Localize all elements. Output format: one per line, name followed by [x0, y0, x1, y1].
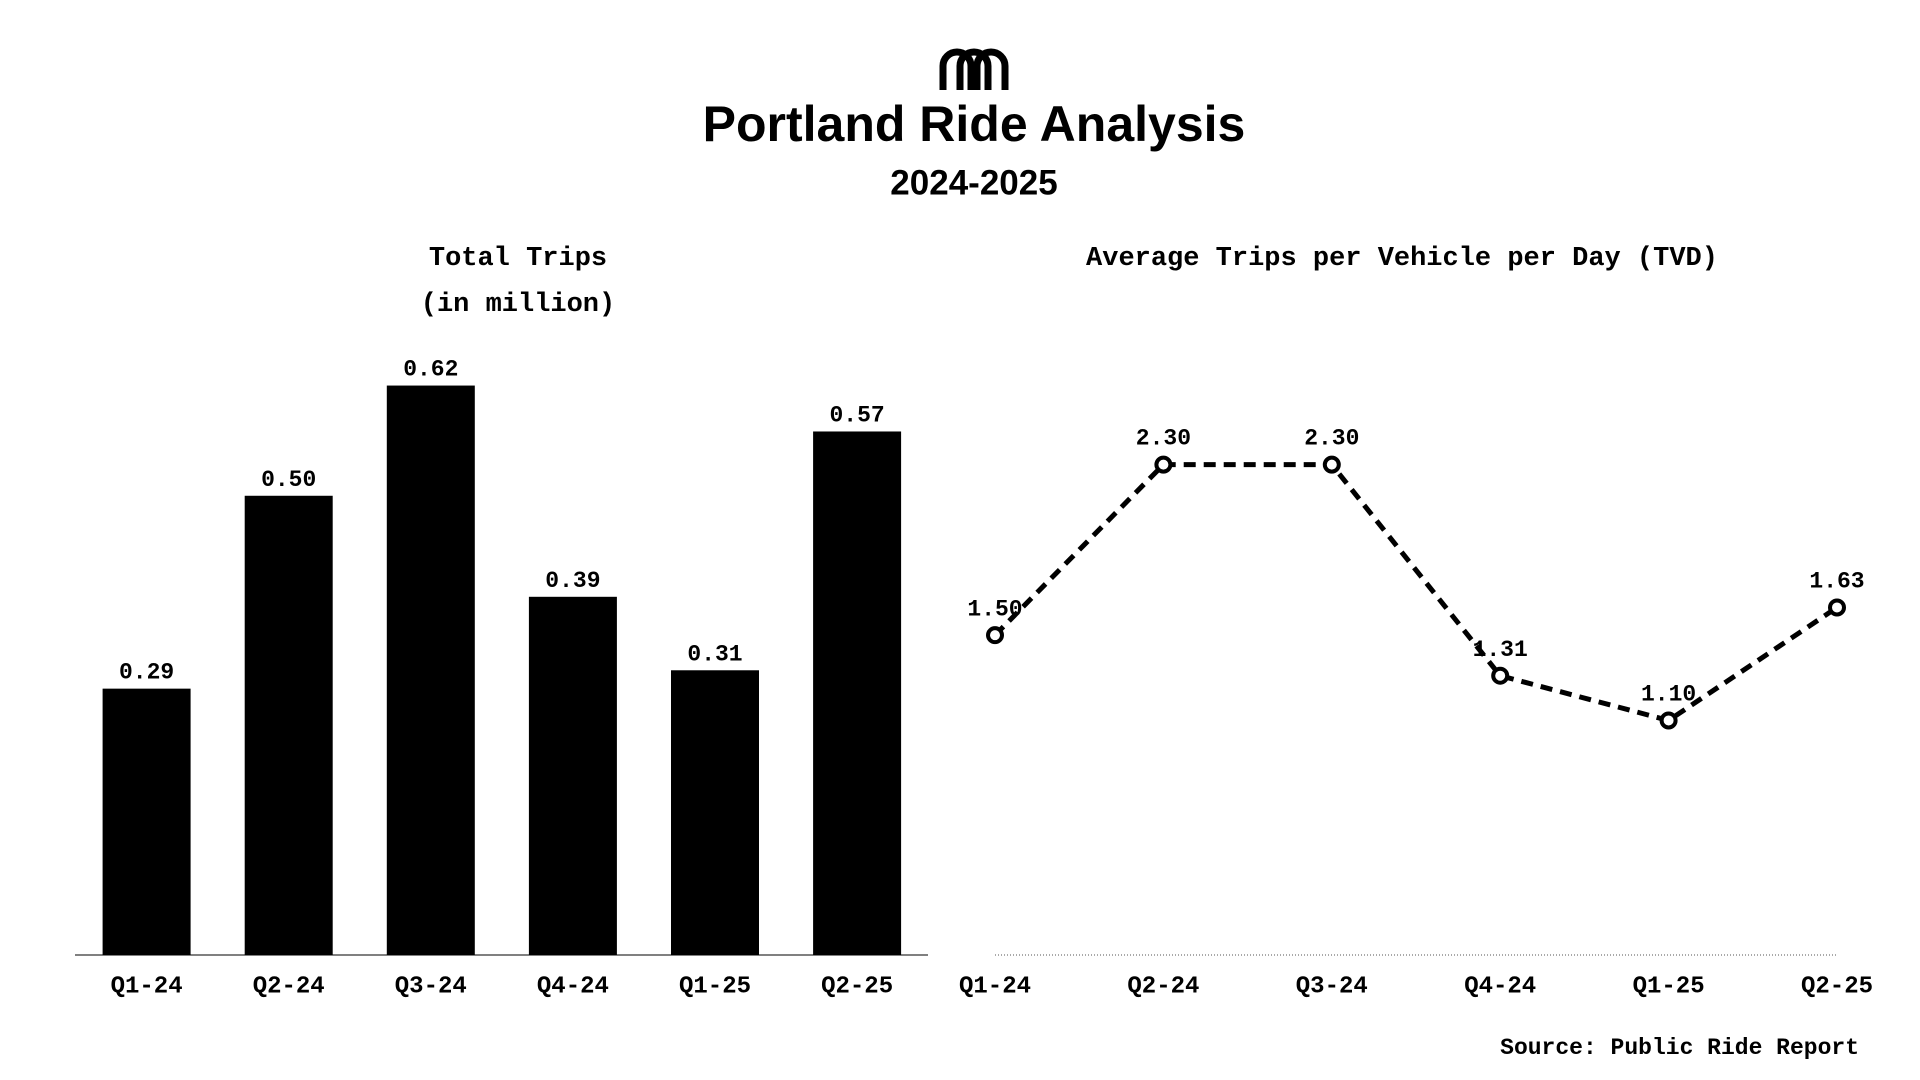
x-tick-label: Q3-24: [1296, 973, 1368, 1000]
point-marker: [1322, 455, 1341, 474]
logo: [939, 48, 1009, 90]
point-marker: [1491, 666, 1510, 685]
value-label: 0.31: [687, 641, 742, 667]
value-label: 0.50: [261, 467, 316, 493]
x-tick-label: Q1-25: [1633, 973, 1705, 1000]
line-series: [993, 462, 1839, 724]
bar: [528, 596, 617, 955]
chart-title: Average Trips per Vehicle per Day (TVD): [1086, 244, 1718, 274]
point-marker: [1659, 711, 1678, 730]
bar: [671, 670, 759, 955]
x-tick-label: Q2-24: [253, 973, 325, 1000]
value-label: 2.30: [1136, 426, 1191, 452]
source-note: Source: Public Ride Report: [1500, 1035, 1859, 1061]
value-label: 2.30: [1304, 426, 1359, 452]
value-label: 0.62: [403, 357, 458, 383]
page-subtitle: 2024-2025: [890, 163, 1057, 202]
x-tick-label: Q4-24: [537, 973, 609, 1000]
x-tick-label: Q2-25: [1801, 973, 1873, 1000]
value-label: 1.31: [1473, 637, 1528, 663]
x-tick-label: Q3-24: [395, 973, 467, 1000]
point-marker: [986, 626, 1004, 645]
chart-subtitle: (in million): [421, 290, 615, 320]
value-label: 1.10: [1641, 682, 1696, 708]
x-tick-label: Q4-24: [1464, 973, 1536, 1000]
bar: [102, 688, 191, 955]
bar: [813, 431, 902, 955]
x-tick-label: Q2-25: [821, 973, 893, 1000]
page-title: Portland Ride Analysis: [703, 96, 1246, 152]
value-label: 1.63: [1809, 569, 1864, 595]
x-tick-label: Q1-24: [959, 973, 1031, 1000]
x-tick-label: Q2-24: [1127, 973, 1199, 1000]
bar: [244, 495, 333, 955]
bar: [386, 385, 475, 955]
chart-title: Total Trips: [429, 244, 607, 274]
value-label: 0.29: [119, 660, 174, 686]
point-marker: [1154, 455, 1173, 474]
value-label: 1.50: [967, 596, 1022, 622]
x-tick-label: Q1-24: [111, 973, 183, 1000]
value-label: 0.57: [829, 403, 884, 429]
point-marker: [1828, 598, 1846, 617]
value-label: 0.39: [545, 568, 600, 594]
x-tick-label: Q1-25: [679, 973, 751, 1000]
